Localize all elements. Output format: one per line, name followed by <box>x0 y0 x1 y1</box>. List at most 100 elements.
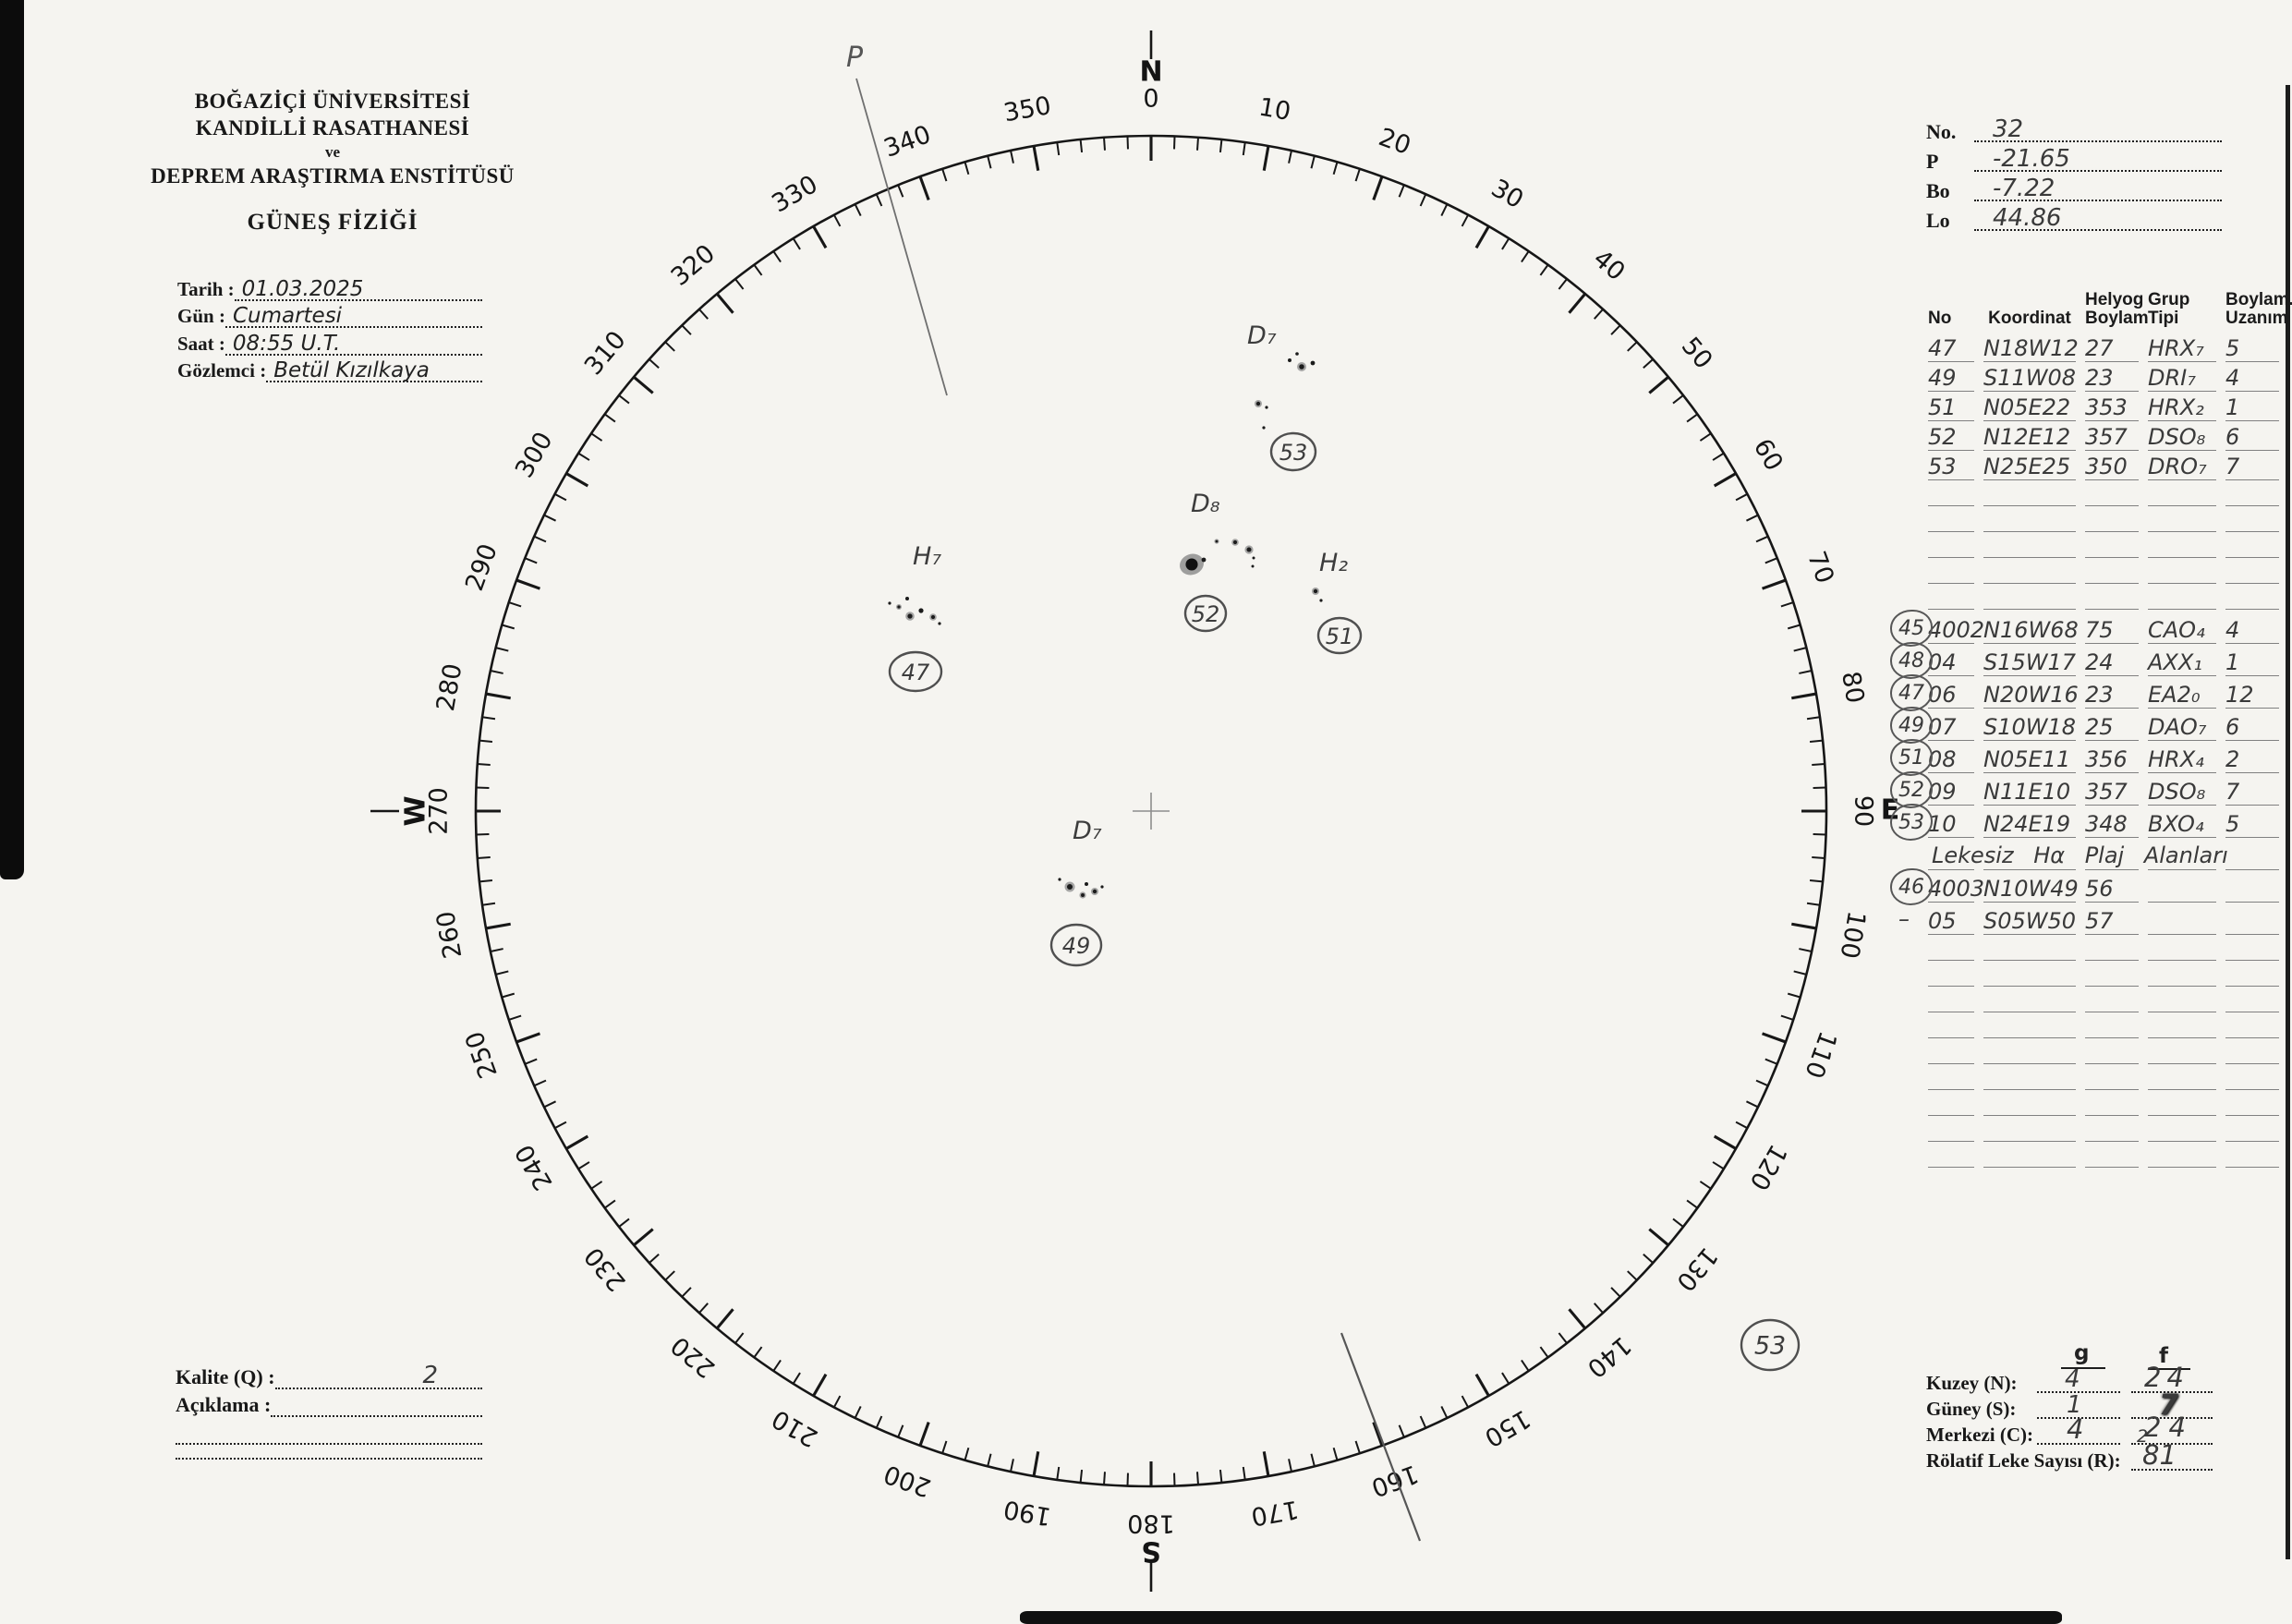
table-cell <box>2225 584 2279 610</box>
table-cell: EA2₀ <box>2148 676 2216 709</box>
sunspot-umbra <box>1185 558 1198 571</box>
table-cell <box>2225 961 2279 987</box>
cell-value: S05W50 <box>1983 908 2077 934</box>
scan-artifact-bottom <box>1020 1611 2062 1624</box>
dial-tick <box>554 1121 567 1130</box>
table-cell <box>2085 1090 2139 1116</box>
sunspot <box>1058 878 1061 881</box>
degree-label: 280 <box>431 661 467 713</box>
table-cell: DRI₇ <box>2148 362 2216 392</box>
dial-tick <box>1745 1100 1759 1109</box>
degree-label: 100 <box>1835 909 1871 961</box>
sunspot-umbra <box>1246 547 1252 552</box>
table-row <box>1928 987 2279 1012</box>
dial-tick <box>515 578 540 590</box>
table-cell <box>1983 584 2076 610</box>
table-cell: 47 <box>1928 333 1974 362</box>
sunspot <box>938 622 941 625</box>
ephemeris-value: -21.65 <box>1993 145 2070 173</box>
dial-tick <box>1755 535 1769 543</box>
table-cell <box>1983 532 2076 558</box>
dial-tick <box>1539 264 1549 276</box>
table-cell <box>2085 480 2139 506</box>
cell-value: 2 <box>2225 746 2240 772</box>
dial-tick <box>633 375 654 394</box>
dial-tick <box>1079 1469 1084 1484</box>
table-cell <box>2148 1038 2216 1064</box>
f-column-underline <box>2148 1368 2190 1370</box>
field-observer: Gözlemci : Betül Kızılkaya <box>177 356 482 382</box>
table-cell: 6 <box>2225 709 2279 741</box>
table-cell: N20W16 <box>1983 676 2079 709</box>
dial-tick <box>1672 394 1684 405</box>
sunspot <box>1100 885 1104 889</box>
cell-value: 05 <box>1928 908 1957 934</box>
degree-label: 260 <box>431 909 467 961</box>
dial-tick <box>1398 1424 1405 1438</box>
cell-value: DSO₈ <box>2148 424 2206 450</box>
ephemeris-row: Lo 44.86 <box>1926 204 2222 235</box>
dial-tick <box>875 193 883 207</box>
dial-tick <box>792 1372 801 1385</box>
table-row <box>1928 961 2279 987</box>
table-row <box>1928 480 2279 506</box>
dial-tick <box>734 278 745 290</box>
dial-tick <box>715 1308 734 1329</box>
cell-value: 5 <box>2225 335 2240 361</box>
g-column-header: g <box>2074 1341 2090 1365</box>
count-f-value: 24 <box>2144 1412 2193 1443</box>
p-axis-pencil-line <box>855 78 948 396</box>
cell-value: DSO₈ <box>2148 779 2206 805</box>
dotted-line <box>1974 140 2222 142</box>
cell-value: 357 <box>2085 779 2128 805</box>
table-cell <box>1983 1142 2076 1168</box>
degree-label: 230 <box>579 1242 632 1296</box>
dotted-line <box>2131 1469 2213 1471</box>
dial-tick <box>577 1161 590 1170</box>
table-cell: 4 <box>2225 612 2279 644</box>
cell-value: N05E11 <box>1983 746 2071 772</box>
table-cell <box>1983 1064 2076 1090</box>
table-cell: 08 <box>1928 741 1974 773</box>
col-header-tip: Grup Tipi <box>2148 289 2190 329</box>
col-header-koordinat: Koordinat <box>1988 309 2071 329</box>
table-row: Lekesiz Hα Plaj Alanları <box>1928 838 2279 870</box>
group-number: 51 <box>1326 624 1354 649</box>
table-cell <box>1928 584 1974 610</box>
table-cell: DAO₇ <box>2148 709 2216 741</box>
dial-tick <box>479 879 493 883</box>
group-table-header: No Koordinat Helyog Boylam Grup Tipi Boyla… <box>1928 289 2292 333</box>
dial-tick <box>918 176 930 200</box>
table-row: 09 N11E10 357 DSO₈ 7 52 <box>1890 771 2279 808</box>
table-cell: N16W68 <box>1983 612 2079 644</box>
sunspot-umbra <box>1066 883 1073 891</box>
table-cell <box>2148 1142 2216 1168</box>
table-cell <box>2148 1012 2216 1038</box>
dial-tick <box>1332 162 1339 176</box>
dial-tick <box>1440 1405 1449 1419</box>
sunspot <box>1310 360 1316 366</box>
dial-tick <box>1627 1270 1638 1281</box>
dial-tick <box>1032 145 1040 171</box>
dial-tick <box>964 1447 970 1460</box>
table-cell <box>1928 1064 1974 1090</box>
cardinal-s: S <box>1141 1535 1161 1568</box>
dial-tick <box>1461 214 1470 227</box>
degree-label: 130 <box>1670 1242 1723 1296</box>
cell-value: 356 <box>2085 746 2128 772</box>
table-cell: N11E10 <box>1983 773 2076 806</box>
table-cell <box>2148 870 2216 903</box>
dial-tick <box>543 1100 557 1109</box>
dial-tick <box>481 716 496 721</box>
dial-tick <box>918 1422 930 1447</box>
table-cell: 05 <box>1928 903 1974 935</box>
table-cell: 23 <box>2085 362 2139 392</box>
degree-label: 350 <box>1001 91 1053 127</box>
degree-label: 0 <box>1143 85 1158 114</box>
count-label: Güney (S): <box>1926 1398 2017 1420</box>
dial-tick <box>565 472 589 488</box>
group-type-label: D₇ <box>1073 817 1102 845</box>
table-cell: N10W49 <box>1983 870 2079 903</box>
cell-value: N05E22 <box>1983 394 2071 420</box>
dial-tick <box>1686 413 1698 423</box>
